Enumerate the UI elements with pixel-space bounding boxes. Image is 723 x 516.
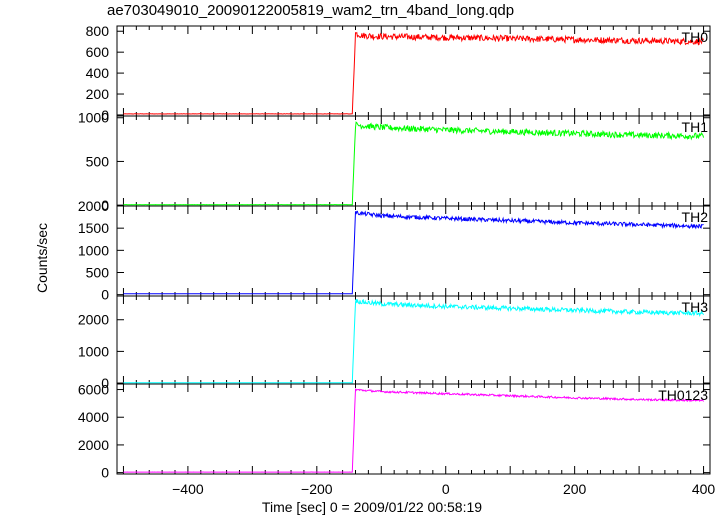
y-tick-label: 0 xyxy=(101,197,109,213)
y-tick-label: 4000 xyxy=(78,409,109,425)
series-line-TH0123 xyxy=(123,387,705,473)
y-tick-label: 0 xyxy=(101,107,109,123)
y-tick-label: 6000 xyxy=(78,382,109,398)
series-line-TH0 xyxy=(123,31,705,115)
x-axis-label: Time [sec] 0 = 2009/01/22 00:58:19 xyxy=(262,499,482,515)
y-tick-label: 2000 xyxy=(78,437,109,453)
y-axis-label: Counts/sec xyxy=(34,223,50,293)
x-tick-label: 400 xyxy=(692,481,716,497)
panel-label-TH0123: TH0123 xyxy=(658,387,708,403)
y-tick-label: 1000 xyxy=(78,343,109,359)
series-line-TH3 xyxy=(123,298,705,384)
panel-label-TH0: TH0 xyxy=(682,29,709,45)
x-tick-label: 0 xyxy=(442,481,450,497)
y-tick-label: 2000 xyxy=(78,198,109,214)
y-tick-label: 2000 xyxy=(78,312,109,328)
y-tick-label: 400 xyxy=(86,65,110,81)
figure-title: ae703049010_20090122005819_wam2_trn_4ban… xyxy=(107,2,515,19)
x-tick-label: 200 xyxy=(563,481,587,497)
series-line-TH1 xyxy=(123,121,705,206)
panel-frame-TH2 xyxy=(116,205,711,297)
y-tick-label: 500 xyxy=(86,265,110,281)
y-tick-label: 1000 xyxy=(78,242,109,258)
y-tick-label: 800 xyxy=(86,23,110,39)
panel-label-TH2: TH2 xyxy=(682,209,709,225)
x-tick-label: −400 xyxy=(172,481,204,497)
series-line-TH2 xyxy=(123,210,704,295)
y-tick-label: 500 xyxy=(86,153,110,169)
y-tick-label: 1500 xyxy=(78,220,109,236)
panel-frame-TH3 xyxy=(116,295,711,385)
panel-label-TH3: TH3 xyxy=(682,299,709,315)
y-tick-label: 0 xyxy=(101,465,109,481)
y-tick-label: 0 xyxy=(101,375,109,391)
x-tick-label: −200 xyxy=(301,481,333,497)
panel-frame-TH0123 xyxy=(116,383,711,475)
panel-label-TH1: TH1 xyxy=(682,119,709,135)
panel-frame-TH1 xyxy=(116,115,711,207)
y-tick-label: 0 xyxy=(101,287,109,303)
y-tick-label: 1000 xyxy=(78,110,109,126)
y-tick-label: 600 xyxy=(86,44,110,60)
y-tick-label: 200 xyxy=(86,86,110,102)
